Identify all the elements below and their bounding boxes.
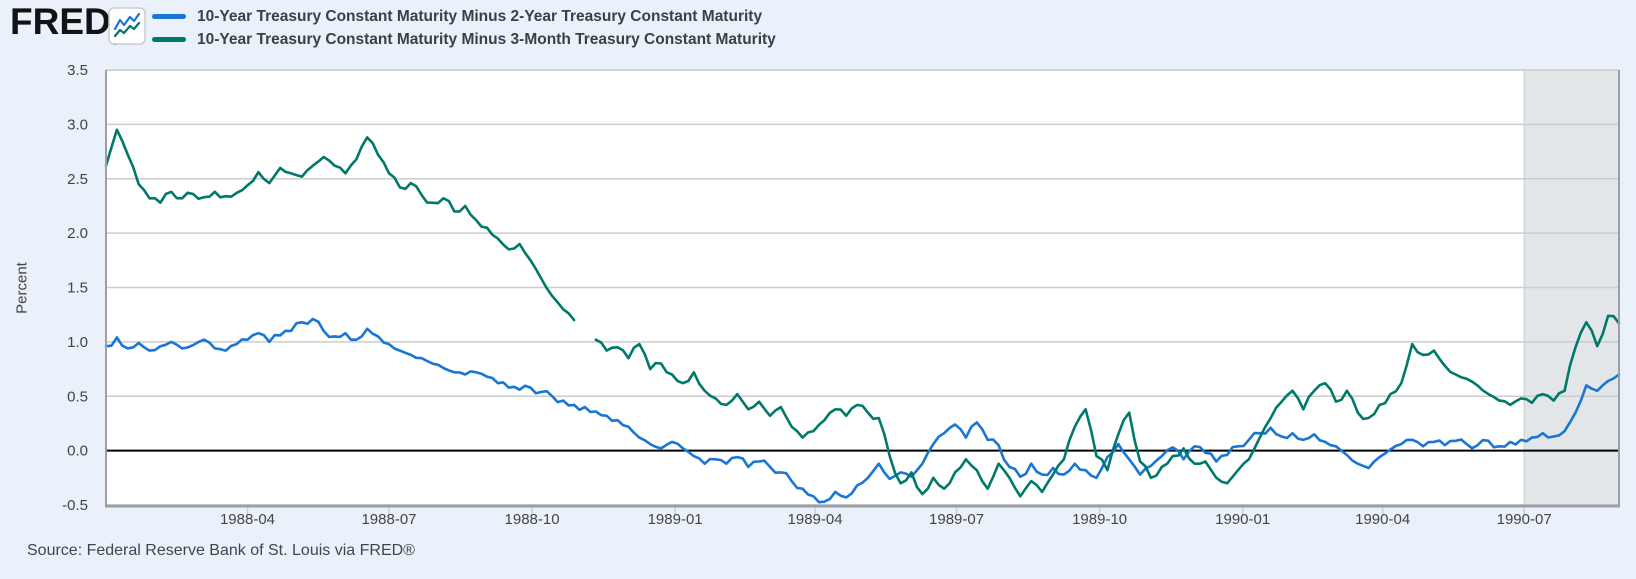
y-tick-label: -0.5 [62,497,88,514]
legend-item-t10y3m: 10-Year Treasury Constant Maturity Minus… [152,29,776,50]
x-tick-label: 1988-10 [505,511,560,528]
x-tick-label: 1988-04 [220,511,275,528]
y-tick-label: 2.0 [67,225,88,242]
x-tick-label: 1990-01 [1215,511,1270,528]
legend-swatch-green [152,37,186,42]
legend-label: 10-Year Treasury Constant Maturity Minus… [197,7,763,25]
y-tick-label: 1.5 [67,280,88,297]
y-tick-label: 3.5 [67,62,88,79]
y-tick-label: 2.5 [67,171,88,188]
y-tick-label: 0.0 [67,443,88,460]
fred-chart-icon [108,7,146,45]
x-tick-label: 1989-10 [1072,511,1127,528]
x-tick-label: 1989-07 [929,511,984,528]
legend-item-t10y2y: 10-Year Treasury Constant Maturity Minus… [152,6,776,27]
x-tick-label: 1990-04 [1355,511,1410,528]
legend-label: 10-Year Treasury Constant Maturity Minus… [197,30,776,48]
chart-legend: 10-Year Treasury Constant Maturity Minus… [152,6,776,50]
y-tick-label: 1.0 [67,334,88,351]
x-tick-label: 1990-07 [1497,511,1552,528]
y-axis-title: Percent [13,262,31,314]
y-tick-label: 3.0 [67,116,88,133]
y-tick-label: 0.5 [67,388,88,405]
fred-logo-text: FRED [10,1,111,42]
series-line-0 [104,317,1621,504]
x-tick-label: 1989-04 [788,511,843,528]
source-attribution: Source: Federal Reserve Bank of St. Loui… [27,542,415,559]
legend-swatch-blue [152,14,186,19]
series-line-1 [104,128,1621,498]
x-tick-label: 1989-01 [648,511,703,528]
x-tick-label: 1988-07 [361,511,416,528]
